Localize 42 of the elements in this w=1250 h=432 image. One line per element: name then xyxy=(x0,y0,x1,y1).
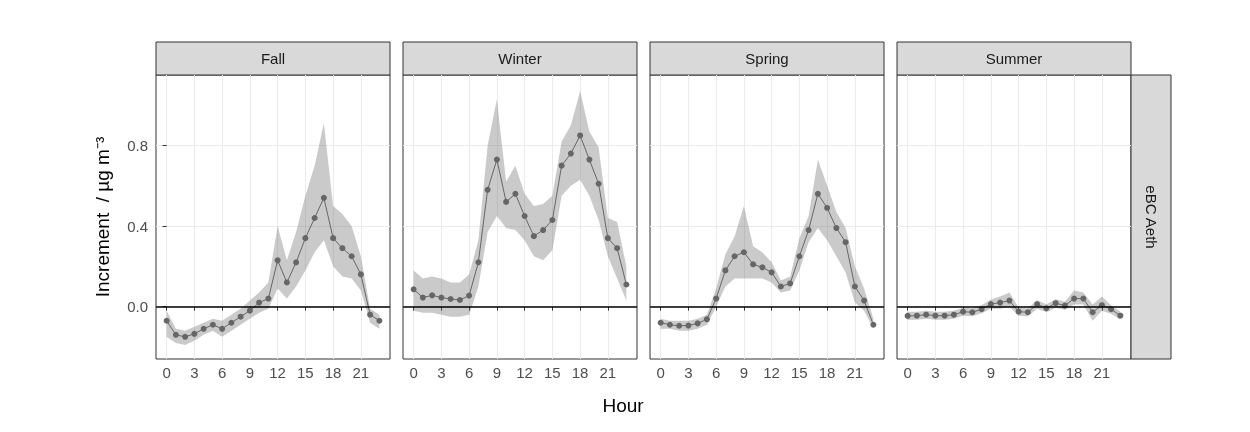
x-tick-label: 9 xyxy=(492,364,502,381)
chart-title: Spring xyxy=(745,50,789,67)
x-tick-label: 0 xyxy=(409,364,418,381)
y-tick-label: 0.4 xyxy=(127,217,148,235)
x-tick-label: 15 xyxy=(1038,364,1055,381)
x-tick-label: 9 xyxy=(739,364,749,381)
x-tick-label: 0 xyxy=(162,364,171,381)
x-tick-label: 0 xyxy=(903,364,912,381)
x-tick-label: 9 xyxy=(986,364,996,381)
x-tick-label: 3 xyxy=(190,364,199,381)
x-tick-label: 12 xyxy=(763,364,780,381)
x-tick-label: 18 xyxy=(818,364,836,381)
x-tick-label: 12 xyxy=(516,364,533,381)
y-tick-label: 0.8 xyxy=(127,137,148,154)
x-tick-label: 6 xyxy=(464,364,474,381)
x-tick-label: 15 xyxy=(544,364,561,381)
x-tick-label: 21 xyxy=(352,364,370,381)
x-tick-label: 6 xyxy=(217,364,227,381)
x-tick-label: 6 xyxy=(958,364,968,381)
x-tick-label: 12 xyxy=(1010,364,1027,381)
x-tick-label: 9 xyxy=(245,364,255,381)
x-tick-label: 18 xyxy=(571,364,589,381)
chart-title: Summer xyxy=(985,50,1043,67)
chart-title: Fall xyxy=(260,50,286,67)
x-tick-label: 0 xyxy=(656,364,665,381)
x-tick-label: 3 xyxy=(437,364,446,381)
x-tick-label: 3 xyxy=(684,364,693,381)
x-tick-label: 12 xyxy=(269,364,286,381)
x-tick-label: 21 xyxy=(846,364,864,381)
y-tick-label: 0.0 xyxy=(127,298,148,316)
x-tick-label: 15 xyxy=(297,364,314,381)
chart-title: Winter xyxy=(498,50,542,67)
text: eBC Aeth xyxy=(1142,185,1160,249)
y-axis-title: Increment / µg m⁻³ xyxy=(92,136,113,298)
x-tick-label: 3 xyxy=(931,364,940,381)
x-tick-label: 18 xyxy=(1065,364,1083,381)
x-tick-label: 6 xyxy=(711,364,721,381)
x-tick-label: 18 xyxy=(324,364,342,381)
x-tick-label: 21 xyxy=(1093,364,1111,381)
x-tick-label: 15 xyxy=(791,364,808,381)
x-tick-label: 21 xyxy=(599,364,617,381)
x-axis-title: Hour xyxy=(602,394,645,416)
